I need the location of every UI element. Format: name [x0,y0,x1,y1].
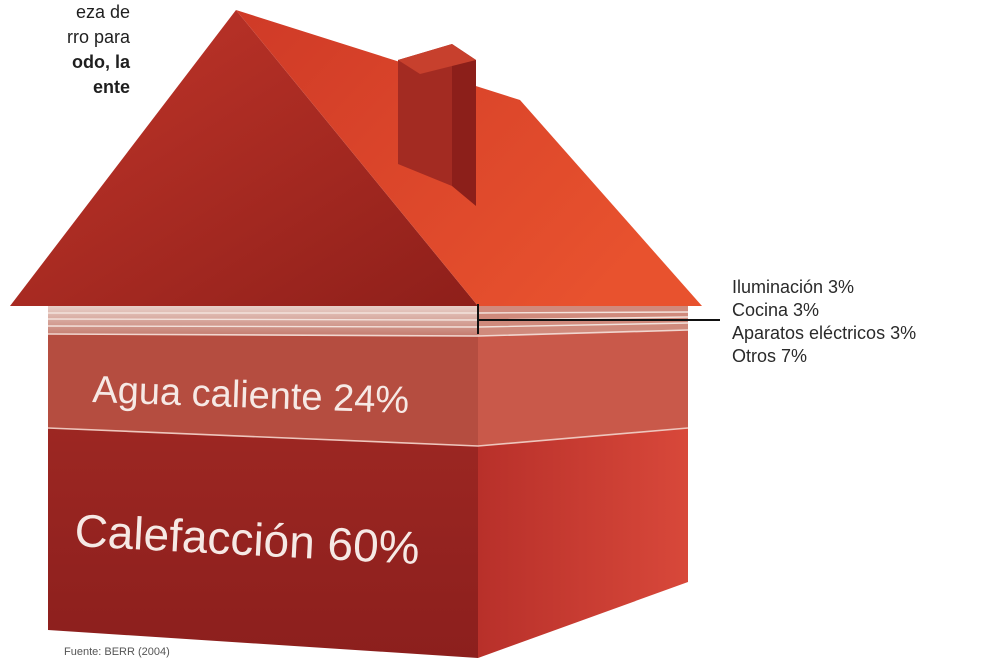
intro-line: rro para [66,27,130,47]
legend-item-aparatos: Aparatos eléctricos 3% [732,323,917,343]
chimney-side [452,44,476,206]
legend-item-iluminacion: Iluminación 3% [732,277,855,297]
legend-item-otros: Otros 7% [732,346,808,366]
roof-left [10,10,478,306]
water-bottom-line [47,427,689,447]
source-note: Fuente: BERR (2004) [64,646,170,658]
small-segments-band [48,306,478,336]
intro-line: eza de [75,2,130,22]
water-top-line [47,329,689,337]
legend-item-cocina: Cocina 3% [732,300,820,320]
water-segment-side [478,330,688,446]
chimney-top [398,44,476,74]
intro-text: eza de rro para odo, la ente [0,0,130,100]
water-segment [48,334,478,446]
intro-line-bold: ente [92,77,130,97]
intro-line-bold: odo, la [72,52,130,72]
chimney-front [398,44,452,186]
legend: Iluminación 3% Cocina 3% Aparatos eléctr… [732,276,916,368]
